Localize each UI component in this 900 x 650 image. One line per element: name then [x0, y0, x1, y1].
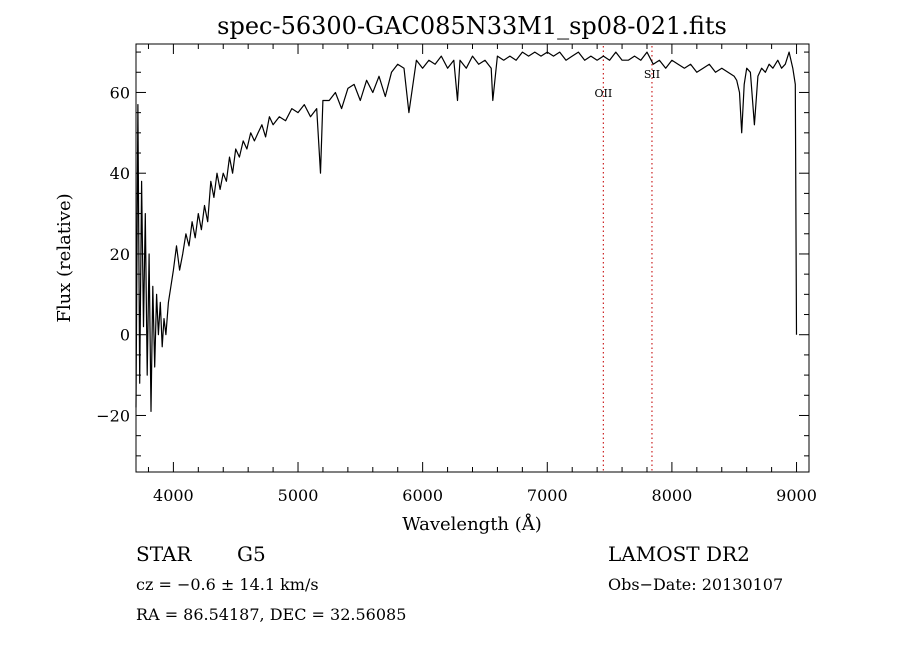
x-tick-label: 9000 [776, 486, 817, 505]
x-tick-label: 7000 [527, 486, 568, 505]
coordinates: RA = 86.54187, DEC = 32.56085 [136, 605, 407, 624]
redshift-velocity: cz = −0.6 ± 14.1 km/s [136, 575, 319, 594]
y-tick-label: 20 [110, 245, 130, 264]
y-tick-labels: −20 0 20 40 60 [96, 83, 130, 425]
y-tick-label: −20 [96, 406, 130, 425]
axis-ticks [136, 44, 809, 472]
observation-date: Obs−Date: 20130107 [608, 575, 784, 594]
y-tick-label: 40 [110, 164, 130, 183]
y-tick-label: 0 [120, 326, 130, 345]
survey-name: LAMOST DR2 [608, 542, 750, 566]
chart-title: spec-56300-GAC085N33M1_sp08-021.fits [217, 12, 727, 40]
x-tick-label: 8000 [652, 486, 693, 505]
subclass: G5 [237, 542, 266, 566]
object-class: STAR [136, 542, 192, 566]
x-tick-label: 6000 [402, 486, 443, 505]
plot-frame [135, 43, 810, 473]
spectrum-series-line [135, 51, 798, 412]
y-tick-label: 60 [110, 83, 130, 102]
y-axis-label: Flux (relative) [54, 193, 75, 322]
x-tick-labels: 4000 5000 6000 7000 8000 9000 [153, 486, 817, 505]
x-axis-label: Wavelength (Å) [402, 513, 542, 535]
x-tick-label: 5000 [278, 486, 319, 505]
emission-lines: OII SII [595, 46, 660, 472]
emission-line-label: SII [644, 68, 660, 81]
x-tick-label: 4000 [153, 486, 194, 505]
emission-line-label: OII [595, 87, 613, 100]
